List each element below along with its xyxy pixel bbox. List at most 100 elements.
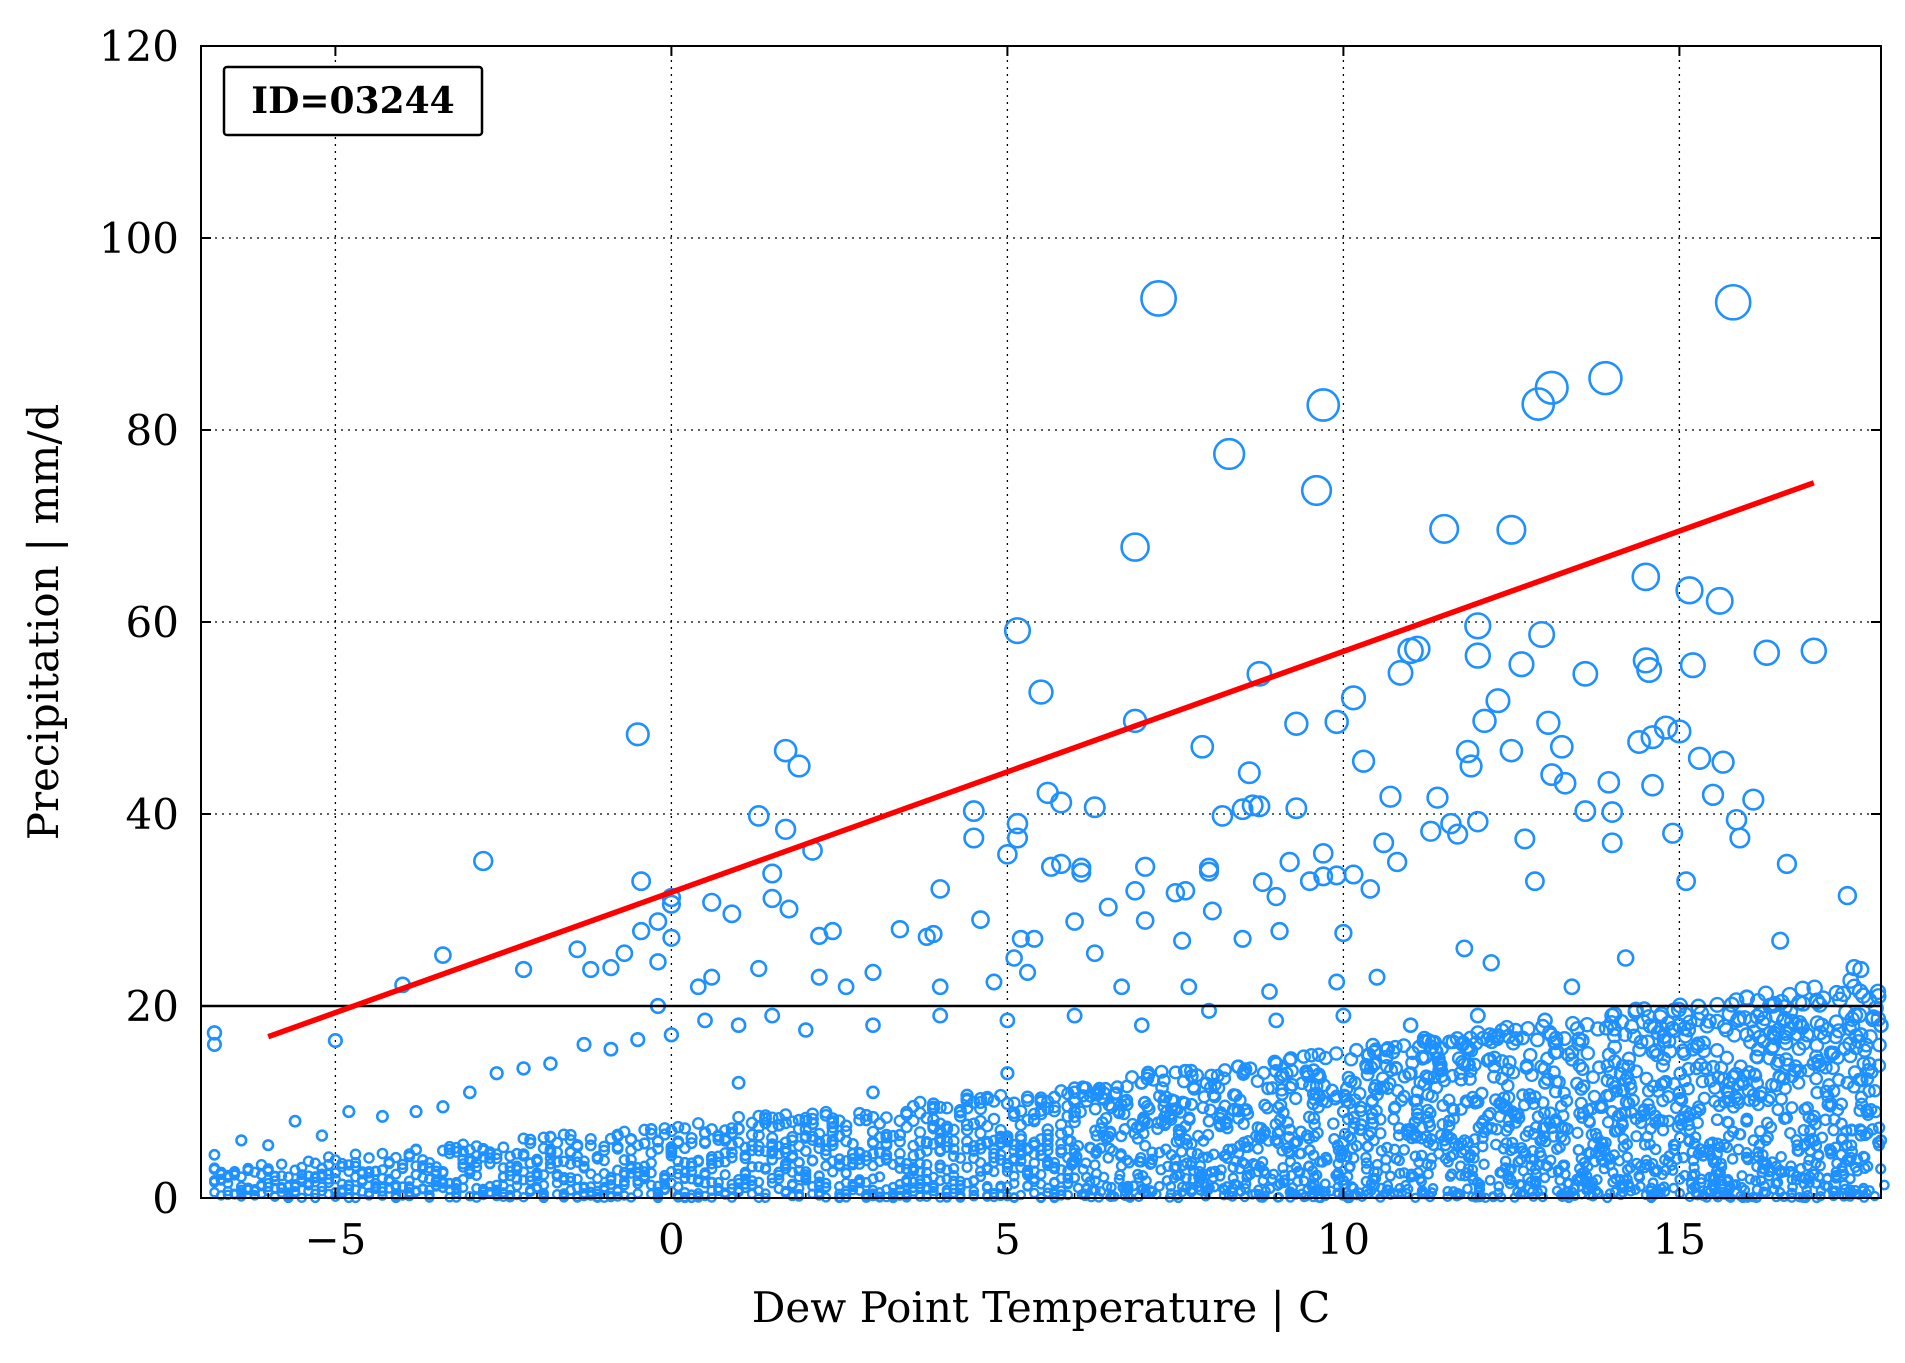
scatter-point xyxy=(1379,1049,1394,1065)
scatter-point xyxy=(679,1167,691,1179)
scatter-point xyxy=(1775,1151,1787,1163)
scatter-point xyxy=(1482,954,1500,972)
scatter-point xyxy=(837,978,855,996)
scatter-point xyxy=(1047,1104,1061,1118)
scatter-point xyxy=(1740,1114,1754,1128)
scatter-point xyxy=(813,1187,825,1198)
scatter-point xyxy=(1627,730,1652,754)
scatter-point xyxy=(1073,1105,1087,1119)
id-box-frame xyxy=(222,65,484,137)
scatter-point xyxy=(551,1156,563,1168)
scatter-point xyxy=(1190,734,1215,759)
scatter-point xyxy=(1347,1110,1361,1124)
scatter-point xyxy=(745,1128,759,1141)
scatter-point xyxy=(967,1117,981,1131)
scatter-point xyxy=(1862,1029,1878,1045)
scatter-point xyxy=(1370,1173,1382,1184)
scatter-point xyxy=(315,1129,329,1142)
scatter-point xyxy=(1703,1137,1716,1150)
scatter-point xyxy=(208,1148,221,1161)
scatter-point xyxy=(926,1097,941,1111)
scatter-point xyxy=(558,1191,570,1203)
scatter-point xyxy=(1365,1095,1379,1109)
scatter-point xyxy=(1701,783,1725,806)
scatter-point xyxy=(1707,1153,1719,1166)
scatter-point xyxy=(865,1017,881,1034)
scatter-point xyxy=(504,1189,516,1201)
scatter-point xyxy=(948,1162,960,1175)
scatter-point xyxy=(1500,1078,1515,1093)
scatter-point xyxy=(718,1124,732,1137)
scatter-point xyxy=(994,1124,1007,1137)
scatter-point xyxy=(1705,1059,1721,1075)
scatter-point xyxy=(1771,931,1790,950)
scatter-point xyxy=(1799,1027,1815,1043)
scatter-point xyxy=(1050,853,1072,875)
y-tick-label: 60 xyxy=(126,598,179,647)
scatter-point xyxy=(1444,1150,1457,1163)
scatter-point xyxy=(772,1118,786,1132)
scatter-point xyxy=(1475,1030,1491,1046)
scatter-point xyxy=(1467,1170,1479,1182)
scatter-point xyxy=(1687,746,1712,771)
scatter-point xyxy=(1153,1146,1166,1159)
scatter-point xyxy=(826,1115,839,1128)
scatter-point xyxy=(1344,1160,1356,1172)
scatter-point xyxy=(1273,1113,1287,1126)
scatter-point xyxy=(1117,1095,1132,1109)
scatter-point xyxy=(1112,1106,1126,1120)
scatter-point xyxy=(962,800,985,823)
scatter-point xyxy=(826,1139,839,1152)
scatter-point xyxy=(659,1184,670,1196)
scatter-point xyxy=(1583,1115,1596,1129)
scatter-point xyxy=(1572,1144,1585,1157)
scatter-point xyxy=(689,978,707,996)
scatter-point xyxy=(1349,1042,1364,1058)
scatter-point xyxy=(1105,1191,1116,1203)
scatter-point xyxy=(806,1112,819,1126)
scatter-point xyxy=(1202,901,1222,921)
scatter-point xyxy=(732,1122,745,1135)
scatter-point xyxy=(1774,1186,1786,1198)
scatter-point xyxy=(759,1162,772,1174)
scatter-point xyxy=(847,1184,859,1196)
scatter-point xyxy=(672,1135,685,1148)
scatter-point xyxy=(1794,1019,1810,1035)
scatter-point xyxy=(1721,1084,1736,1099)
scatter-point xyxy=(1217,1063,1232,1078)
scatter-point xyxy=(1828,1190,1839,1202)
trend-line xyxy=(267,480,1815,1040)
scatter-point xyxy=(739,1141,752,1154)
scatter-point xyxy=(864,963,882,981)
scatter-point xyxy=(1575,1061,1590,1077)
scatter-point xyxy=(1539,1172,1551,1184)
scatter-point xyxy=(893,1128,906,1142)
scatter-point xyxy=(1211,1081,1226,1095)
scatter-point xyxy=(473,850,494,872)
scatter-point xyxy=(1590,1021,1606,1037)
scatter-point xyxy=(1426,786,1449,809)
scatter-point xyxy=(564,1158,577,1170)
scatter-point xyxy=(1679,1169,1691,1181)
scatter-point xyxy=(940,1123,954,1136)
scatter-point xyxy=(1098,1171,1110,1183)
scatter-point xyxy=(1711,750,1735,774)
scatter-point xyxy=(1394,1167,1406,1179)
scatter-point xyxy=(1831,1073,1846,1087)
scatter-point xyxy=(1252,872,1273,893)
scatter-point xyxy=(1014,1133,1027,1146)
scatter-point xyxy=(813,1135,826,1148)
scatter-point xyxy=(242,1164,254,1177)
scatter-point xyxy=(1425,1159,1437,1171)
x-tick-label: −5 xyxy=(304,1215,366,1264)
scatter-point xyxy=(1447,823,1469,845)
scatter-point xyxy=(1227,1161,1239,1174)
scatter-point xyxy=(706,1158,718,1170)
scatter-point xyxy=(1800,1101,1814,1115)
scatter-point xyxy=(995,1190,1006,1202)
scatter-point xyxy=(866,1085,880,1100)
scatter-point xyxy=(1574,800,1597,823)
scatter-point xyxy=(1238,1103,1252,1117)
scatter-point xyxy=(960,1118,974,1132)
scatter-point xyxy=(764,1007,781,1024)
